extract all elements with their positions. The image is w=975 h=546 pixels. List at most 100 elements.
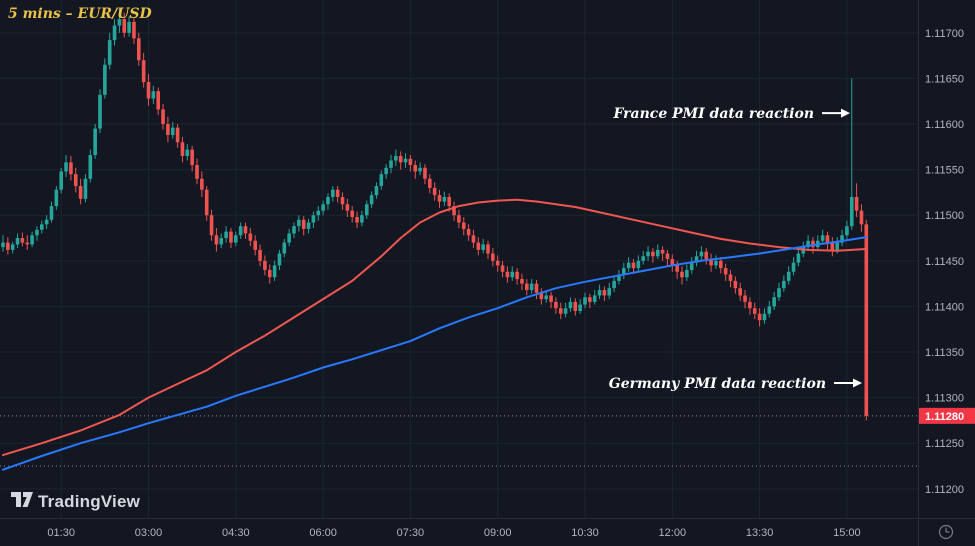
candle-body	[665, 253, 670, 259]
candle-body	[287, 233, 291, 243]
chart-pane[interactable]	[1, 8, 869, 471]
candle-body	[224, 231, 228, 239]
price-axis-label: 1.11450	[925, 256, 964, 268]
candle-body	[447, 196, 451, 207]
price-axis-label: 1.11350	[925, 347, 964, 359]
candle-body	[64, 162, 68, 172]
price-axis-label: 1.11300	[925, 393, 964, 405]
candle-body	[539, 292, 544, 300]
candle-body	[719, 260, 723, 269]
candle-body	[845, 226, 849, 236]
candle-body	[170, 127, 175, 135]
time-axis-label: 04:30	[222, 527, 250, 539]
tradingview-logo[interactable]: TradingView	[11, 492, 141, 511]
candle-body	[384, 167, 388, 175]
time-axis[interactable]: 01:30 03:00 04:30 06:00 07:30 09:00 10:30 12:00…	[0, 518, 975, 540]
candle-body	[267, 269, 272, 278]
candle-body	[83, 178, 88, 199]
candle-body	[622, 268, 626, 275]
price-axis-label: 1.11600	[925, 119, 964, 131]
time-axis-label: 10:30	[571, 527, 599, 539]
candle-body	[204, 189, 209, 216]
candle-body	[694, 256, 699, 263]
candle-body	[825, 235, 830, 243]
candle-body	[592, 295, 597, 302]
candle-body	[151, 91, 156, 99]
price-axis-label: 1.11200	[925, 484, 964, 496]
candle-body	[835, 242, 839, 250]
candle-body	[379, 174, 384, 187]
annotation-label: Germany PMI data reaction	[609, 376, 826, 392]
candle-body	[219, 238, 224, 245]
candle-body	[190, 149, 194, 166]
time-axis-label: 15:00	[833, 527, 861, 539]
candle-body	[588, 297, 592, 302]
candle-body	[612, 280, 616, 289]
candle-body	[20, 238, 25, 243]
annotation-label: France PMI data reaction	[612, 106, 814, 122]
candle-body	[49, 206, 54, 220]
candle-body	[777, 288, 781, 298]
candle-body	[35, 229, 39, 236]
price-axis-label: 1.11650	[925, 73, 964, 85]
candle-body	[748, 301, 752, 309]
candle-body	[301, 219, 306, 229]
candle-body	[442, 196, 447, 202]
candle-body	[389, 160, 393, 168]
candle-body	[40, 224, 44, 230]
candle-body	[44, 219, 49, 225]
candle-body	[10, 244, 15, 250]
candle-body	[272, 265, 277, 278]
price-axis-label: 1.11400	[925, 301, 964, 313]
candle-body	[786, 271, 791, 281]
candle-body	[655, 249, 660, 257]
candle-body	[326, 196, 330, 205]
clock-icon[interactable]	[938, 524, 954, 540]
candle-body	[641, 256, 645, 261]
candle-body	[311, 215, 316, 223]
candle-body	[796, 253, 801, 263]
candle-body	[757, 313, 762, 321]
candle-body	[636, 260, 641, 269]
candle-body	[670, 259, 675, 266]
ma-fast-line	[2, 236, 868, 471]
candle-body	[820, 235, 825, 241]
candle-body	[413, 165, 418, 172]
candle-body	[457, 215, 461, 223]
candle-body	[743, 295, 747, 302]
candle-body	[432, 187, 437, 196]
candle-body	[103, 64, 107, 95]
candle-body	[607, 288, 612, 296]
candle-body	[335, 189, 340, 197]
price-axis[interactable]: 1.11700 1.11650 1.11600 1.11550 1.11500 1.114…	[918, 0, 975, 546]
tradingview-logo-text: TradingView	[38, 492, 141, 511]
candle-body	[54, 189, 59, 207]
candle-body	[238, 226, 243, 236]
candle-body	[156, 91, 160, 110]
price-axis-label: 1.11550	[925, 165, 964, 177]
candle-body	[331, 189, 335, 197]
price-axis-label: 1.11500	[925, 210, 964, 222]
candle-body	[811, 240, 815, 248]
candle-body	[602, 290, 607, 296]
time-axis-label: 01:30	[47, 527, 75, 539]
candle-body	[830, 242, 835, 250]
candle-body	[1, 242, 5, 248]
candle-body	[59, 171, 63, 190]
candle-body	[93, 128, 97, 156]
candle-body	[369, 195, 374, 205]
candle-body	[185, 149, 190, 156]
time-axis-label: 03:00	[135, 527, 163, 539]
candle-body	[316, 210, 321, 216]
candle-body	[563, 308, 568, 314]
candle-body	[685, 269, 689, 278]
candle-body	[229, 231, 233, 243]
candle-body	[481, 244, 485, 250]
annotation: France PMI data reaction	[612, 106, 850, 122]
candle-body	[112, 25, 117, 41]
candle-body	[69, 162, 73, 175]
candle-body	[549, 295, 553, 302]
candle-body	[360, 215, 364, 223]
